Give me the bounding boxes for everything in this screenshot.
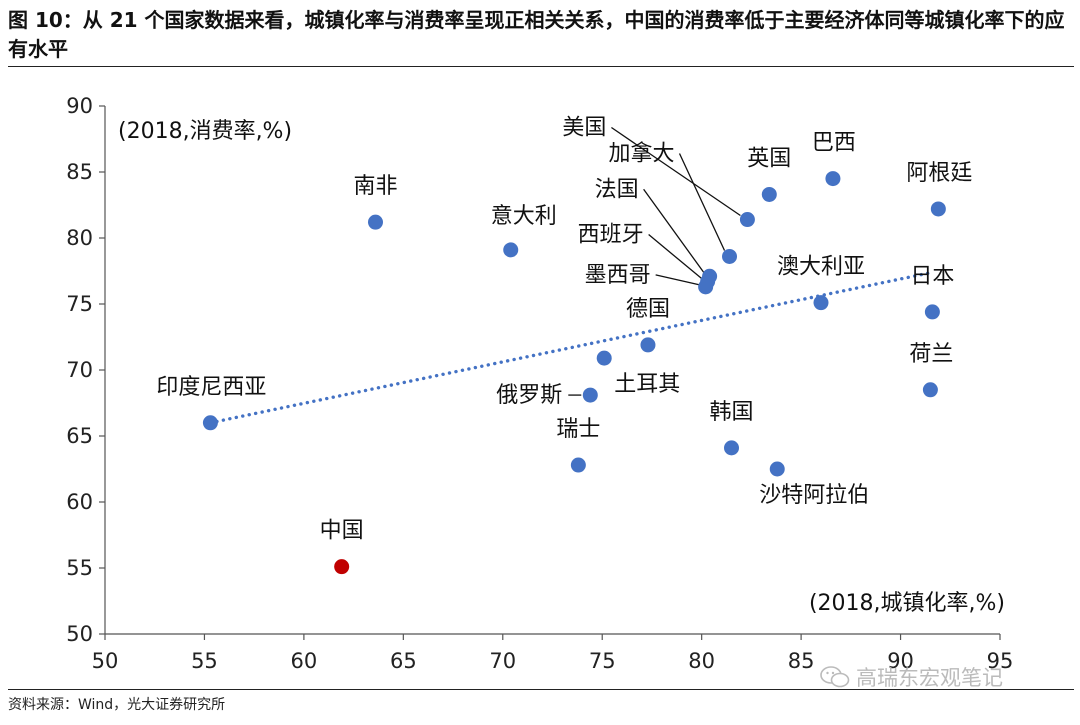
point-label: 美国 bbox=[562, 116, 606, 141]
data-point bbox=[769, 461, 785, 477]
data-point bbox=[698, 279, 714, 295]
point-label: 土耳其 bbox=[614, 372, 680, 397]
data-point bbox=[739, 212, 755, 228]
point-label: 法国 bbox=[595, 177, 639, 202]
watermark-text: 高瑞东宏观笔记 bbox=[856, 666, 1003, 690]
data-point bbox=[367, 214, 383, 230]
data-point bbox=[825, 171, 841, 187]
data-points bbox=[202, 171, 946, 575]
leader-lines bbox=[568, 126, 741, 396]
y-tick-label: 60 bbox=[66, 490, 93, 514]
x-tick-label: 55 bbox=[191, 649, 218, 673]
data-point bbox=[922, 382, 938, 398]
y-tick-label: 55 bbox=[66, 556, 93, 580]
x-axis-label: (2018,城镇化率,%) bbox=[809, 591, 1005, 616]
data-point bbox=[724, 440, 739, 456]
x-tick-label: 85 bbox=[788, 649, 815, 673]
point-label: 日本 bbox=[910, 264, 954, 289]
x-tick-label: 90 bbox=[887, 649, 914, 673]
point-label: 加拿大 bbox=[608, 140, 674, 166]
footer-divider bbox=[8, 689, 1074, 690]
x-tick-label: 70 bbox=[489, 649, 516, 673]
leader-line bbox=[678, 153, 726, 251]
data-point bbox=[202, 415, 218, 431]
point-label: 俄罗斯 bbox=[496, 383, 562, 408]
leader-line bbox=[611, 126, 741, 217]
data-point bbox=[722, 248, 738, 264]
point-label: 沙特阿拉伯 bbox=[759, 483, 869, 508]
data-point bbox=[640, 337, 656, 353]
point-label: 瑞士 bbox=[556, 417, 600, 442]
x-tick-label: 50 bbox=[92, 649, 119, 673]
data-point bbox=[570, 457, 586, 473]
point-label: 中国 bbox=[320, 519, 364, 544]
trendline-group bbox=[208, 270, 935, 425]
data-point bbox=[813, 295, 829, 311]
y-tick-label: 80 bbox=[66, 226, 93, 250]
data-point-highlight bbox=[334, 559, 350, 575]
x-tick-label: 65 bbox=[390, 649, 417, 673]
x-tick-label: 60 bbox=[291, 649, 318, 673]
data-point bbox=[596, 350, 612, 366]
point-label: 韩国 bbox=[709, 400, 753, 425]
point-label: 南非 bbox=[353, 174, 397, 199]
leader-line bbox=[648, 234, 703, 280]
y-tick-label: 90 bbox=[66, 94, 93, 118]
y-tick-label: 85 bbox=[66, 160, 93, 184]
wechat-icon bbox=[820, 666, 850, 688]
point-label: 德国 bbox=[626, 297, 670, 322]
x-tick-label: 80 bbox=[688, 649, 715, 673]
leader-line bbox=[643, 188, 705, 273]
point-label: 澳大利亚 bbox=[777, 255, 865, 280]
y-tick-label: 75 bbox=[66, 292, 93, 316]
x-tick-label: 75 bbox=[589, 649, 616, 673]
point-label: 墨西哥 bbox=[585, 263, 651, 288]
data-point bbox=[924, 304, 940, 320]
leader-line bbox=[655, 274, 700, 286]
point-label: 阿根廷 bbox=[906, 161, 972, 186]
data-point bbox=[503, 242, 519, 258]
trendline bbox=[208, 270, 935, 425]
x-tick-label: 95 bbox=[987, 649, 1014, 673]
y-axis-label: (2018,消费率,%) bbox=[118, 119, 292, 144]
point-label: 意大利 bbox=[491, 204, 557, 229]
y-tick-label: 70 bbox=[66, 358, 93, 382]
point-label: 印度尼西亚 bbox=[156, 375, 266, 400]
axes: 50 55 60 65 70 75 80 85 90 50 55 60 65 70 75 80 85 90 95 bbox=[66, 94, 1013, 673]
figure-title: 图 10：从 21 个国家数据来看，城镇化率与消费率呈现正相关关系，中国的消费率… bbox=[8, 8, 1065, 61]
source-note: 资料来源：Wind，光大证券研究所 bbox=[8, 697, 226, 713]
point-label: 英国 bbox=[747, 146, 791, 171]
data-point bbox=[582, 387, 598, 403]
y-tick-label: 50 bbox=[66, 622, 93, 646]
data-point bbox=[761, 186, 777, 202]
point-label: 荷兰 bbox=[909, 342, 953, 367]
scatter-chart: 50 55 60 65 70 75 80 85 90 50 55 60 65 70 75 80 85 90 95 南… bbox=[66, 94, 1013, 673]
data-point bbox=[930, 201, 946, 217]
point-label: 巴西 bbox=[812, 131, 856, 156]
point-label: 西班牙 bbox=[578, 223, 644, 248]
title-divider bbox=[8, 66, 1074, 67]
watermark: 高瑞东宏观笔记 bbox=[820, 662, 1003, 692]
y-tick-label: 65 bbox=[66, 424, 93, 448]
